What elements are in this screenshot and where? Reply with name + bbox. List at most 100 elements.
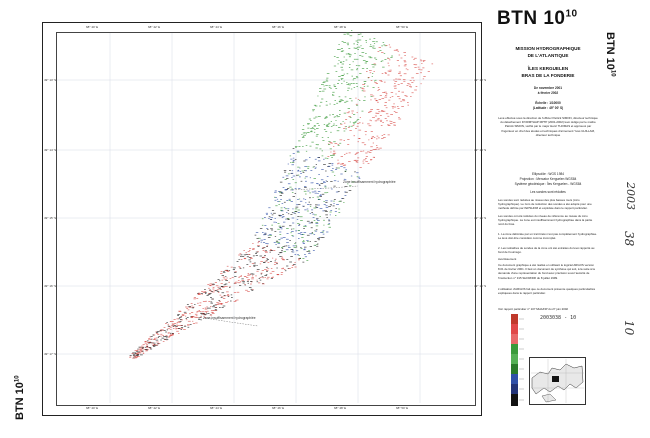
sounding-mark xyxy=(187,309,190,311)
sounding-mark xyxy=(357,49,359,50)
sounding-mark xyxy=(348,56,351,58)
sounding-mark xyxy=(353,43,355,45)
sounding-mark xyxy=(237,280,240,281)
sounding-mark xyxy=(265,250,267,251)
sounding-mark xyxy=(366,71,368,72)
sounding-mark xyxy=(151,342,154,344)
sounding-mark xyxy=(389,120,391,122)
sounding-mark xyxy=(156,341,159,343)
sounding-mark xyxy=(290,256,293,257)
sounding-mark xyxy=(129,355,132,356)
sounding-mark xyxy=(331,164,334,166)
sounding-mark xyxy=(209,293,212,294)
sounding-mark xyxy=(173,319,176,320)
sounding-mark xyxy=(134,357,137,359)
sounding-mark xyxy=(304,177,306,179)
sounding-mark xyxy=(291,265,295,266)
sounding-mark xyxy=(379,80,382,81)
sounding-mark xyxy=(295,246,298,248)
sounding-mark xyxy=(286,259,289,260)
sounding-mark xyxy=(391,106,394,107)
sounding-mark xyxy=(362,162,365,164)
sounding-mark xyxy=(297,230,300,231)
sounding-mark xyxy=(221,286,224,287)
soundings-layer xyxy=(129,30,434,359)
sounding-mark xyxy=(380,121,382,122)
sounding-mark xyxy=(341,83,343,84)
sounding-mark xyxy=(363,159,366,161)
sounding-mark xyxy=(333,65,337,67)
sounding-mark xyxy=(370,44,372,46)
sounding-mark xyxy=(249,250,251,251)
sounding-mark xyxy=(327,143,330,145)
sounding-mark xyxy=(390,114,393,115)
sounding-mark xyxy=(323,81,326,83)
sounding-mark xyxy=(372,142,374,144)
sounding-mark xyxy=(350,69,354,71)
sounding-mark xyxy=(338,76,341,77)
sounding-mark xyxy=(431,63,434,65)
sounding-mark xyxy=(319,208,323,209)
sounding-mark xyxy=(358,129,362,131)
sounding-mark xyxy=(350,88,353,90)
sounding-mark xyxy=(181,314,184,315)
sounding-mark xyxy=(422,61,425,62)
sounding-mark xyxy=(277,243,281,244)
sounding-mark xyxy=(368,56,372,58)
sounding-mark xyxy=(329,214,331,216)
sounding-mark xyxy=(356,160,359,161)
sounding-mark xyxy=(371,138,373,139)
sounding-mark xyxy=(181,315,185,316)
sounding-mark xyxy=(376,113,380,114)
sounding-mark xyxy=(381,52,384,53)
sounding-mark xyxy=(147,342,149,343)
sounding-mark xyxy=(292,249,294,251)
sounding-mark xyxy=(141,348,144,349)
sounding-mark xyxy=(370,137,373,139)
sounding-mark xyxy=(398,54,401,56)
sounding-mark xyxy=(344,96,347,98)
sounding-mark xyxy=(326,217,328,218)
sounding-mark xyxy=(335,120,337,121)
sounding-mark xyxy=(238,276,240,278)
sounding-mark xyxy=(177,314,180,315)
sounding-mark xyxy=(380,61,382,62)
sounding-mark xyxy=(162,335,164,336)
sounding-mark xyxy=(279,231,282,233)
sounding-mark xyxy=(407,83,410,84)
sounding-mark xyxy=(404,64,407,65)
sounding-mark xyxy=(291,192,294,193)
sounding-mark xyxy=(334,100,336,101)
sounding-mark xyxy=(337,162,340,164)
sounding-mark xyxy=(191,307,194,309)
sounding-mark xyxy=(266,245,269,247)
sounding-mark xyxy=(162,330,164,331)
sounding-mark xyxy=(333,199,336,200)
sounding-mark xyxy=(344,101,347,103)
sounding-mark xyxy=(347,53,350,54)
sounding-mark xyxy=(294,243,296,244)
sounding-mark xyxy=(311,191,315,193)
sounding-mark xyxy=(186,304,189,305)
sounding-mark xyxy=(286,212,288,213)
sounding-mark xyxy=(247,251,250,252)
sounding-mark xyxy=(203,314,207,315)
sounding-mark xyxy=(351,112,353,114)
sounding-mark xyxy=(292,208,294,210)
sounding-mark xyxy=(169,326,172,328)
sounding-mark xyxy=(328,85,331,87)
sounding-mark xyxy=(402,99,405,100)
sounding-mark xyxy=(148,339,150,340)
sounding-mark xyxy=(189,324,192,325)
sounding-mark xyxy=(153,346,156,347)
sounding-mark xyxy=(329,204,332,206)
sounding-mark xyxy=(318,237,321,238)
sounding-mark xyxy=(333,180,337,182)
sounding-mark xyxy=(250,283,252,285)
sounding-mark xyxy=(320,188,322,189)
sounding-mark xyxy=(171,321,174,322)
sounding-mark xyxy=(310,131,313,133)
sounding-mark xyxy=(378,89,381,90)
sounding-mark xyxy=(318,185,321,186)
sounding-mark xyxy=(194,304,196,305)
